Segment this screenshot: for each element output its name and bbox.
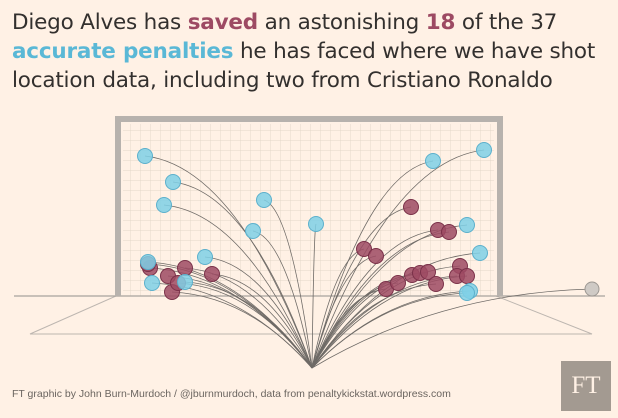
shot-markers: [137, 142, 600, 301]
trajectory-line: [144, 155, 313, 369]
accurate-shot-marker: [165, 174, 181, 190]
headline-text-4: he has faced where we have shot location…: [12, 39, 596, 93]
saved-word: saved: [187, 10, 258, 35]
saved-shot-marker: [459, 268, 475, 284]
accurate-shot-marker: [144, 275, 160, 291]
trajectory-line: [311, 288, 593, 369]
saved-shot-marker: [177, 260, 193, 276]
accurate-word: accurate penalties: [12, 39, 234, 64]
accurate-shot-marker: [308, 216, 324, 232]
trajectory-line: [211, 273, 313, 369]
goal-frame: [115, 116, 503, 296]
trajectory-line: [252, 230, 313, 369]
accurate-shot-marker: [245, 223, 261, 239]
saved-shot-marker: [356, 241, 372, 257]
trajectory-line: [184, 267, 313, 369]
trajectory-line: [171, 291, 313, 369]
saved-shot-marker: [441, 224, 457, 240]
saved-shot-marker: [420, 264, 436, 280]
accurate-shot-marker: [256, 192, 272, 208]
trajectory-line: [163, 204, 313, 369]
trajectory-line: [311, 229, 439, 369]
accurate-shot-marker: [425, 153, 441, 169]
off-target-ball: [584, 281, 600, 297]
accurate-shot-marker: [140, 254, 156, 270]
headline-text-3: of the 37: [455, 10, 558, 35]
saved-shot-marker: [368, 248, 384, 264]
accurate-shot-marker: [459, 217, 475, 233]
trajectory-line: [147, 261, 313, 369]
accurate-shot-marker: [476, 142, 492, 158]
source-credit: FT graphic by John Burn-Murdoch / @jburn…: [12, 388, 451, 400]
ft-logo: FT: [561, 361, 611, 411]
saved-count: 18: [425, 10, 456, 35]
accurate-shot-marker: [137, 148, 153, 164]
trajectory-line: [311, 160, 434, 369]
trajectory-line: [204, 256, 313, 369]
saved-shot-marker: [204, 266, 220, 282]
trajectory-line: [311, 292, 468, 369]
six-yard-box: [29, 295, 593, 335]
saved-shot-marker: [403, 199, 419, 215]
accurate-shot-marker: [156, 197, 172, 213]
saved-shot-marker: [428, 276, 444, 292]
trajectory-line: [311, 149, 485, 369]
headline: Diego Alves has saved an astonishing 18 …: [12, 8, 608, 95]
saved-shot-marker: [390, 275, 406, 291]
accurate-shot-marker: [472, 245, 488, 261]
trajectory-line: [311, 275, 468, 369]
accurate-shot-marker: [177, 274, 193, 290]
trajectory-line: [184, 281, 313, 369]
headline-text-2: an astonishing: [258, 10, 426, 35]
headline-text-1: Diego Alves has: [12, 10, 188, 35]
accurate-shot-marker: [197, 249, 213, 265]
accurate-shot-marker: [459, 285, 475, 301]
